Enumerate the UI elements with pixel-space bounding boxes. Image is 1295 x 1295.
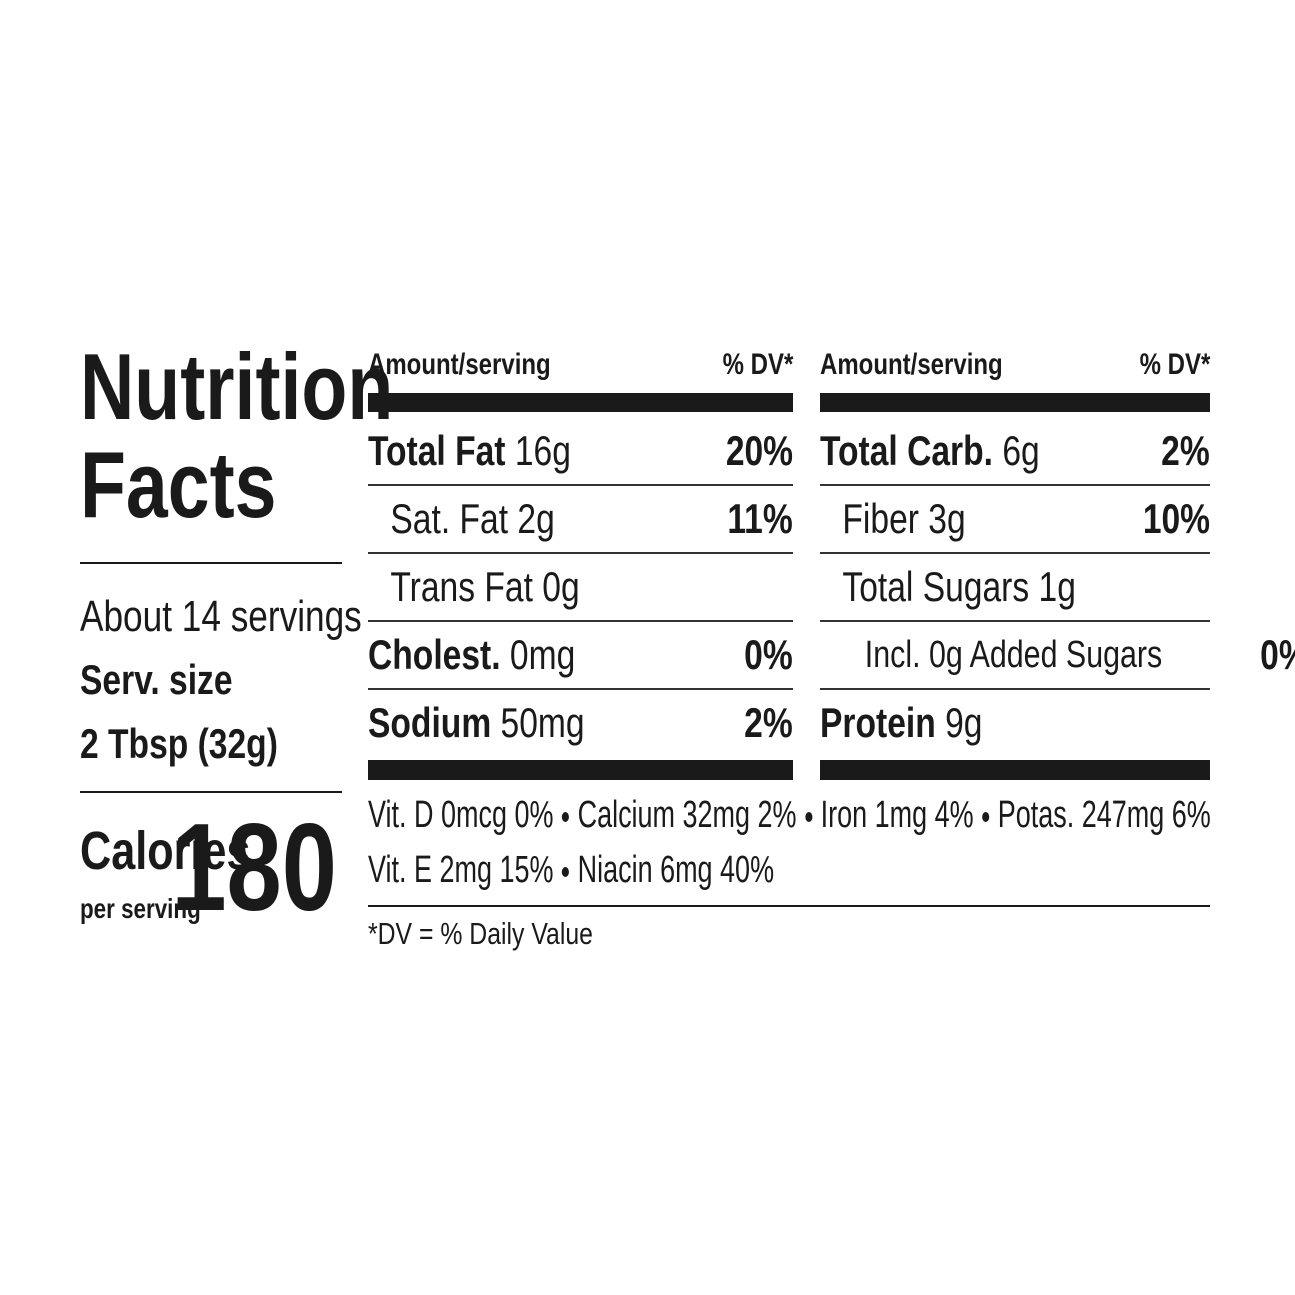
nutrient-dv: 2% (744, 699, 793, 746)
nutrient-amount: 2g (517, 495, 555, 542)
nutrient-name: Total Sugars (842, 563, 1030, 610)
vitamin: Iron 1mg 4% (820, 794, 974, 836)
nutrient-row: Cholest. 0mg 0% (368, 622, 793, 690)
calories-label: Calories (80, 820, 293, 882)
nutrient: Fiber 3g (820, 495, 966, 543)
nutrient-name: Sat. Fat (390, 495, 509, 542)
divider (80, 791, 342, 793)
nutrient-amount: 9g (945, 699, 983, 746)
column-header: Amount/serving % DV* (820, 345, 1210, 385)
nutrient: Sodium 50mg (368, 699, 585, 747)
nutrient-row: Fiber 3g 10% (820, 486, 1210, 554)
bullet (561, 811, 570, 822)
nutrient: Total Sugars 1g (820, 563, 1076, 611)
nutrient-dv: 11% (727, 495, 793, 542)
nutrient-amount: 0mg (509, 631, 576, 678)
vitamin: Vit. D 0mcg 0% (368, 794, 554, 836)
servings-text: About 14 servings (80, 592, 362, 641)
nutrient-dv: 10% (1142, 495, 1210, 542)
nutrient-dv: 2% (1161, 427, 1210, 474)
nutrient-amount: 1g (1038, 563, 1076, 610)
nutrient: Total Carb. 6g (820, 427, 1040, 475)
calories-number: 180 (171, 799, 337, 937)
nutrient: Trans Fat 0g (368, 563, 580, 611)
calories-note-text: per serving (80, 893, 201, 924)
calories-label-text: Calories (80, 821, 251, 881)
serving-size-text: 2 Tbsp (32g) (80, 720, 278, 767)
serving-size-label-text: Serv. size (80, 656, 233, 703)
nutrient: Protein 9g (820, 699, 982, 747)
title-line: Nutrition (80, 334, 394, 439)
nutrient-name: Protein (820, 699, 936, 746)
vitamin: Vit. E 2mg 15% (368, 849, 554, 891)
nutrient-name: Trans Fat (390, 563, 533, 610)
nutrient: Sat. Fat 2g (368, 495, 555, 543)
thick-bar (368, 760, 793, 780)
nutrient-name: Sodium (368, 699, 492, 746)
divider (368, 905, 1210, 907)
nutrient: Total Fat 16g (368, 427, 571, 475)
title: Nutrition Facts (80, 338, 472, 534)
nutrient-amount: 16g (514, 427, 571, 474)
nutrient-name: Incl. 0g Added Sugars (864, 633, 1163, 676)
bullet (561, 866, 570, 877)
nutrient: Cholest. 0mg (368, 631, 575, 679)
nutrient-row: Protein 9g (820, 690, 1210, 756)
nutrient-row: Total Fat 16g 20% (368, 418, 793, 486)
divider (80, 562, 342, 564)
calories-note: per serving (80, 893, 231, 925)
nutrient-name: Fiber (842, 495, 919, 542)
nutrient-amount: 6g (1002, 427, 1040, 474)
footnote: *DV = % Daily Value (368, 916, 649, 952)
nutrient-name: Total Fat (368, 427, 506, 474)
nutrient-dv: 0% (1259, 631, 1295, 678)
nutrient-row: Trans Fat 0g (368, 554, 793, 622)
nutrient-amount: 50mg (500, 699, 585, 746)
nutrient-row: Sodium 50mg 2% (368, 690, 793, 756)
nutrient-dv: 20% (725, 427, 793, 474)
vitamins-line: Vit. D 0mcg 0% Calcium 32mg 2% Iron 1mg 4%… (368, 794, 1211, 837)
header-amount: Amount/serving (368, 348, 551, 381)
bullet (805, 811, 813, 822)
vitamin: Potas. 247mg 6% (997, 794, 1211, 836)
column-header: Amount/serving % DV* (368, 345, 793, 385)
vitamins-line: Vit. E 2mg 15% Niacin 6mg 40% (368, 849, 774, 892)
thick-bar (368, 393, 793, 412)
serving-size-label: Serv. size (80, 656, 271, 704)
thick-bar (820, 760, 1210, 780)
header-dv: % DV* (722, 348, 793, 381)
title-line: Facts (80, 432, 277, 537)
nutrient-row: Incl. 0g Added Sugars 0% (820, 622, 1295, 690)
vitamin: Calcium 32mg 2% (577, 794, 797, 836)
vitamin: Niacin 6mg 40% (577, 849, 775, 891)
nutrient-amount: 0g (542, 563, 580, 610)
nutrient-name: Cholest. (368, 631, 501, 678)
thick-bar (820, 393, 1210, 412)
nutrient-dv: 0% (744, 631, 793, 678)
nutrient-row: Total Sugars 1g (820, 554, 1210, 622)
nutrient-name: Total Carb. (820, 427, 993, 474)
nutrient-amount: 3g (928, 495, 966, 542)
serving-size: 2 Tbsp (32g) (80, 720, 327, 768)
calories-value: 180 (130, 800, 337, 936)
nutrient-row: Total Carb. 6g 2% (820, 418, 1210, 486)
nutrient-row: Sat. Fat 2g 11% (368, 486, 793, 554)
bullet (982, 811, 990, 822)
servings: About 14 servings (80, 592, 432, 642)
footnote-text: *DV = % Daily Value (368, 916, 593, 951)
header-amount: Amount/serving (820, 348, 1003, 381)
header-dv: % DV* (1139, 348, 1210, 381)
